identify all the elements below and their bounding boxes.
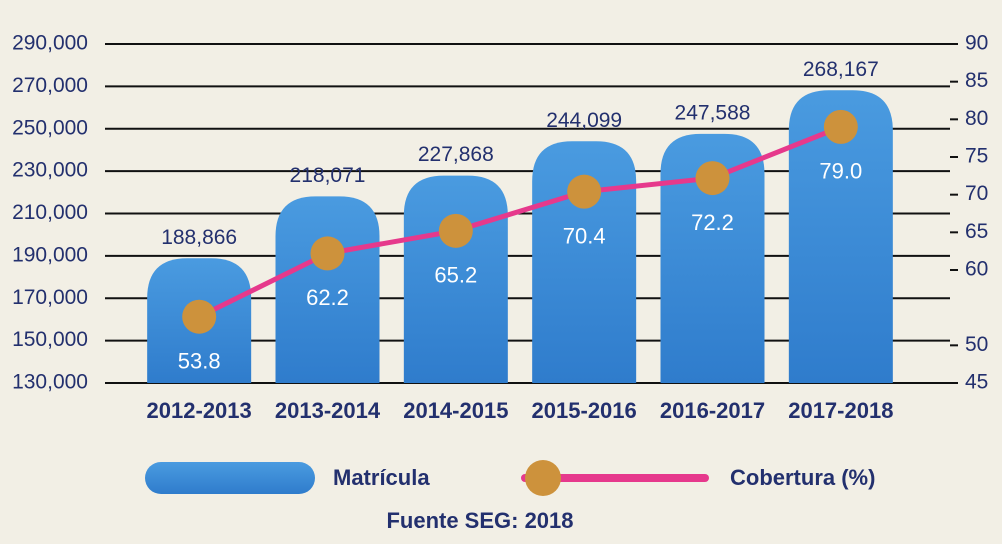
x-tick-label: 2013-2014	[275, 398, 381, 423]
x-tick-label: 2015-2016	[532, 398, 637, 423]
y-tick-label: 270,000	[12, 74, 88, 97]
line-value-label: 72.2	[691, 210, 734, 235]
legend-label: Matrícula	[333, 465, 430, 490]
y-tick-label: 170,000	[12, 286, 88, 309]
bar	[788, 90, 893, 383]
y2-tick-label: 70	[965, 182, 988, 205]
y-tick-label: 230,000	[12, 159, 88, 182]
source: Fuente SEG: 2018	[386, 508, 573, 533]
bar	[403, 175, 508, 383]
bar	[275, 196, 380, 383]
line	[198, 124, 842, 319]
bar-value-label: 227,868	[418, 143, 494, 166]
bar-value-label: 247,588	[675, 101, 751, 124]
legend-label: Cobertura (%)	[730, 465, 875, 490]
y2-tick-label: 80	[965, 107, 988, 130]
line-marker	[438, 213, 473, 248]
bar-value-label: 218,071	[290, 164, 366, 187]
line-marker	[310, 236, 345, 271]
x-tick-label: 2014-2015	[403, 398, 508, 423]
bar-value-label: 268,167	[803, 58, 879, 81]
y-tick-label: 190,000	[12, 243, 88, 266]
y-tick-label: 250,000	[12, 116, 88, 139]
bar-value-label: 244,099	[546, 109, 622, 132]
x-tick-label: 2016-2017	[660, 398, 765, 423]
y2-tick-label: 75	[965, 145, 988, 168]
line-value-label: 70.4	[563, 223, 606, 248]
bar	[660, 133, 765, 383]
x-tick-label: 2012-2013	[147, 398, 252, 423]
legend-marker	[525, 460, 561, 496]
y2-tick-label: 90	[965, 32, 988, 55]
y2-tick-label: 45	[965, 371, 988, 394]
y-tick-label: 150,000	[12, 328, 88, 351]
line-value-label: 79.0	[819, 159, 862, 184]
y2-tick-label: 65	[965, 220, 988, 243]
y-tick-label: 290,000	[12, 32, 88, 55]
bar-value-label: 188,866	[161, 226, 237, 249]
y-tick-label: 210,000	[12, 201, 88, 224]
x-tick-label: 2017-2018	[788, 398, 893, 423]
line-value-label: 65.2	[434, 263, 477, 288]
line-marker	[182, 299, 217, 334]
y2-tick-label: 85	[965, 69, 988, 92]
legend-swatch	[145, 462, 315, 494]
y2-tick-label: 50	[965, 333, 988, 356]
line-marker	[695, 161, 730, 196]
line-marker	[567, 174, 602, 209]
line-value-label: 53.8	[178, 349, 221, 374]
y2-tick-label: 60	[965, 258, 988, 281]
line-marker	[823, 109, 858, 144]
y-tick-label: 130,000	[12, 371, 88, 394]
line-value-label: 62.2	[306, 285, 349, 310]
